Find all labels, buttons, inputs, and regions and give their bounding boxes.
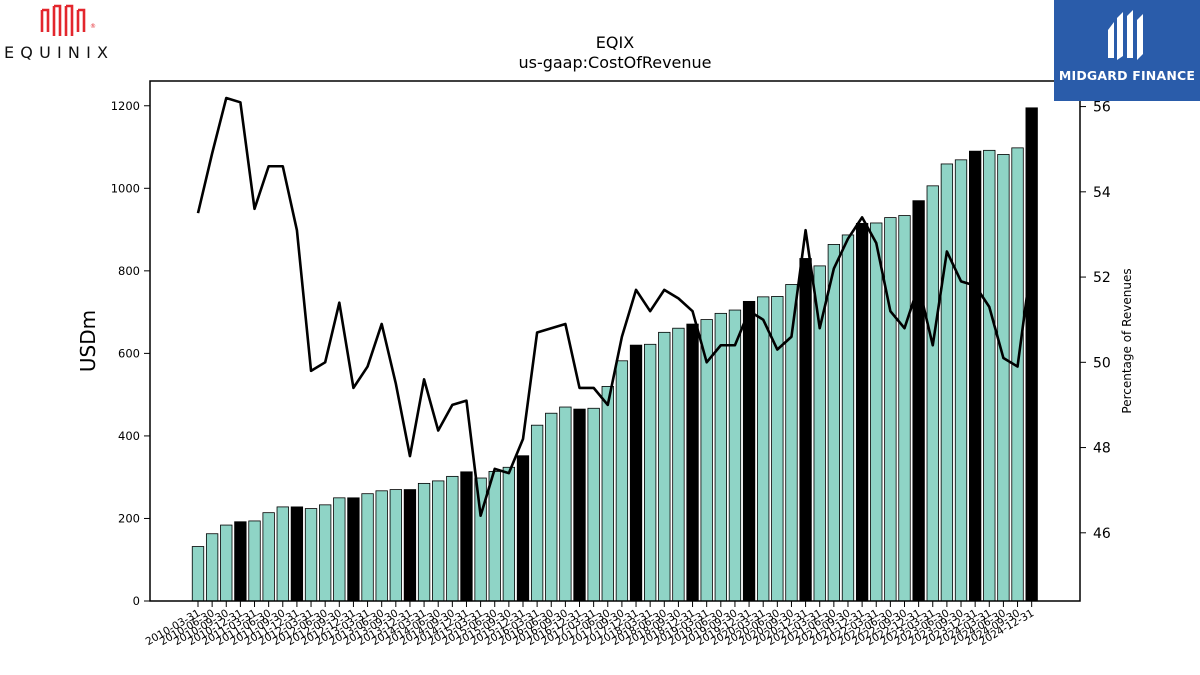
bar-2018-12-31 <box>686 323 699 602</box>
bar-2011-06-30 <box>262 512 275 602</box>
bar-2024-09-30 <box>1011 147 1024 602</box>
ratio-line <box>196 96 1033 518</box>
y2-tick-label: 56 <box>1093 100 1111 116</box>
y-axis-label: USDm <box>76 310 100 372</box>
bar-2024-06-30 <box>997 154 1010 602</box>
y-tick-label: 600 <box>118 346 140 360</box>
bar-2014-06-30 <box>432 480 445 602</box>
bar-2010-12-31 <box>234 521 247 602</box>
bar-2024-12-31 <box>1025 107 1038 602</box>
bar-2013-03-31 <box>361 493 374 602</box>
bar-2022-09-30 <box>898 215 911 602</box>
bar-2023-09-30 <box>954 159 968 602</box>
y-tick-label: 200 <box>118 511 140 525</box>
bar-2018-03-31 <box>644 343 657 602</box>
y-tick-label: 800 <box>118 264 140 278</box>
bar-2012-03-31 <box>304 508 318 602</box>
bar-2011-09-30 <box>276 506 289 602</box>
ratio-line-layer <box>196 96 1033 518</box>
bar-2016-12-31 <box>573 408 586 602</box>
bar-2016-06-30 <box>545 412 558 602</box>
midgard-finance-logo: MIDGARD FINANCE <box>1054 0 1200 101</box>
y2-tick-label: 52 <box>1093 270 1111 286</box>
bar-2013-12-31 <box>403 489 417 602</box>
bar-2018-09-30 <box>672 327 685 602</box>
y2-axis-label: Percentage of Revenues <box>1120 268 1134 413</box>
bar-2010-06-30 <box>205 533 219 602</box>
bar-2017-12-31 <box>629 344 643 602</box>
left-axis-ticks: 0 200 400 600 800 1000 1200 <box>111 99 150 608</box>
plot-frame <box>149 80 1081 602</box>
bar-2011-12-31 <box>290 506 304 602</box>
bar-2017-03-31 <box>587 407 600 602</box>
bar-2014-12-31 <box>460 471 473 602</box>
y2-tick-label: 48 <box>1093 441 1111 457</box>
bar-2019-12-31 <box>742 300 756 602</box>
bar-2013-06-30 <box>375 490 388 602</box>
bar-2012-06-30 <box>319 504 332 602</box>
bar-2010-09-30 <box>220 524 233 602</box>
equinix-logo-text: EQUINIX <box>4 43 115 62</box>
bar-2024-03-31 <box>983 149 996 602</box>
bar-2015-03-31 <box>474 477 487 602</box>
bar-2011-03-31 <box>248 520 261 602</box>
y2-tick-label: 50 <box>1093 355 1111 371</box>
bar-2017-06-30 <box>601 385 614 602</box>
bar-2014-09-30 <box>446 475 459 602</box>
bar-2020-12-31 <box>799 258 812 602</box>
bar-2020-03-31 <box>757 296 770 602</box>
bar-2021-09-30 <box>841 234 855 602</box>
bar-2016-03-31 <box>530 424 544 602</box>
bar-2010-03-31 <box>191 546 205 602</box>
midgard-logo-text: MIDGARD FINANCE <box>1058 68 1196 83</box>
bar-2014-03-31 <box>417 482 431 602</box>
bars-layer <box>191 107 1038 602</box>
chart-subtitle: us-gaap:CostOfRevenue <box>518 53 711 72</box>
bar-2013-09-30 <box>389 489 402 602</box>
bar-2012-09-30 <box>333 497 346 602</box>
y2-tick-label: 46 <box>1093 526 1111 542</box>
equinix-logo-mark: ® <box>40 4 96 36</box>
bar-2015-09-30 <box>502 466 516 602</box>
bar-2016-09-30 <box>559 406 572 602</box>
bar-2022-06-30 <box>884 217 897 602</box>
y-tick-label: 400 <box>118 429 140 443</box>
bar-2018-06-30 <box>658 331 671 602</box>
bar-2022-03-31 <box>870 222 883 602</box>
bar-2021-06-30 <box>827 244 840 602</box>
y-tick-label: 1200 <box>111 99 140 113</box>
chart-title: EQIX <box>596 33 634 52</box>
right-axis-ticks: 46 48 50 52 54 56 <box>1080 100 1111 542</box>
x-axis-ticks: 2010-03-312010-06-302010-09-302010-12-31… <box>144 601 1036 648</box>
bar-2023-12-31 <box>969 150 982 602</box>
midgard-logo-mark <box>1108 10 1143 60</box>
bar-2015-12-31 <box>516 455 530 602</box>
bar-2019-09-30 <box>728 309 742 602</box>
bar-2015-06-30 <box>488 471 501 602</box>
bar-2017-09-30 <box>615 360 629 602</box>
bar-2023-06-30 <box>940 163 954 602</box>
svg-text:®: ® <box>90 23 96 30</box>
bar-2021-12-31 <box>855 222 869 602</box>
bar-2023-03-31 <box>926 185 939 602</box>
y-tick-label: 1000 <box>111 181 140 195</box>
y2-tick-label: 54 <box>1093 185 1111 201</box>
bar-2012-12-31 <box>347 497 360 602</box>
equinix-logo: ® EQUINIX <box>0 0 125 70</box>
bar-2022-12-31 <box>912 200 925 602</box>
bar-2019-06-30 <box>714 312 727 602</box>
y-tick-label: 0 <box>133 594 140 608</box>
